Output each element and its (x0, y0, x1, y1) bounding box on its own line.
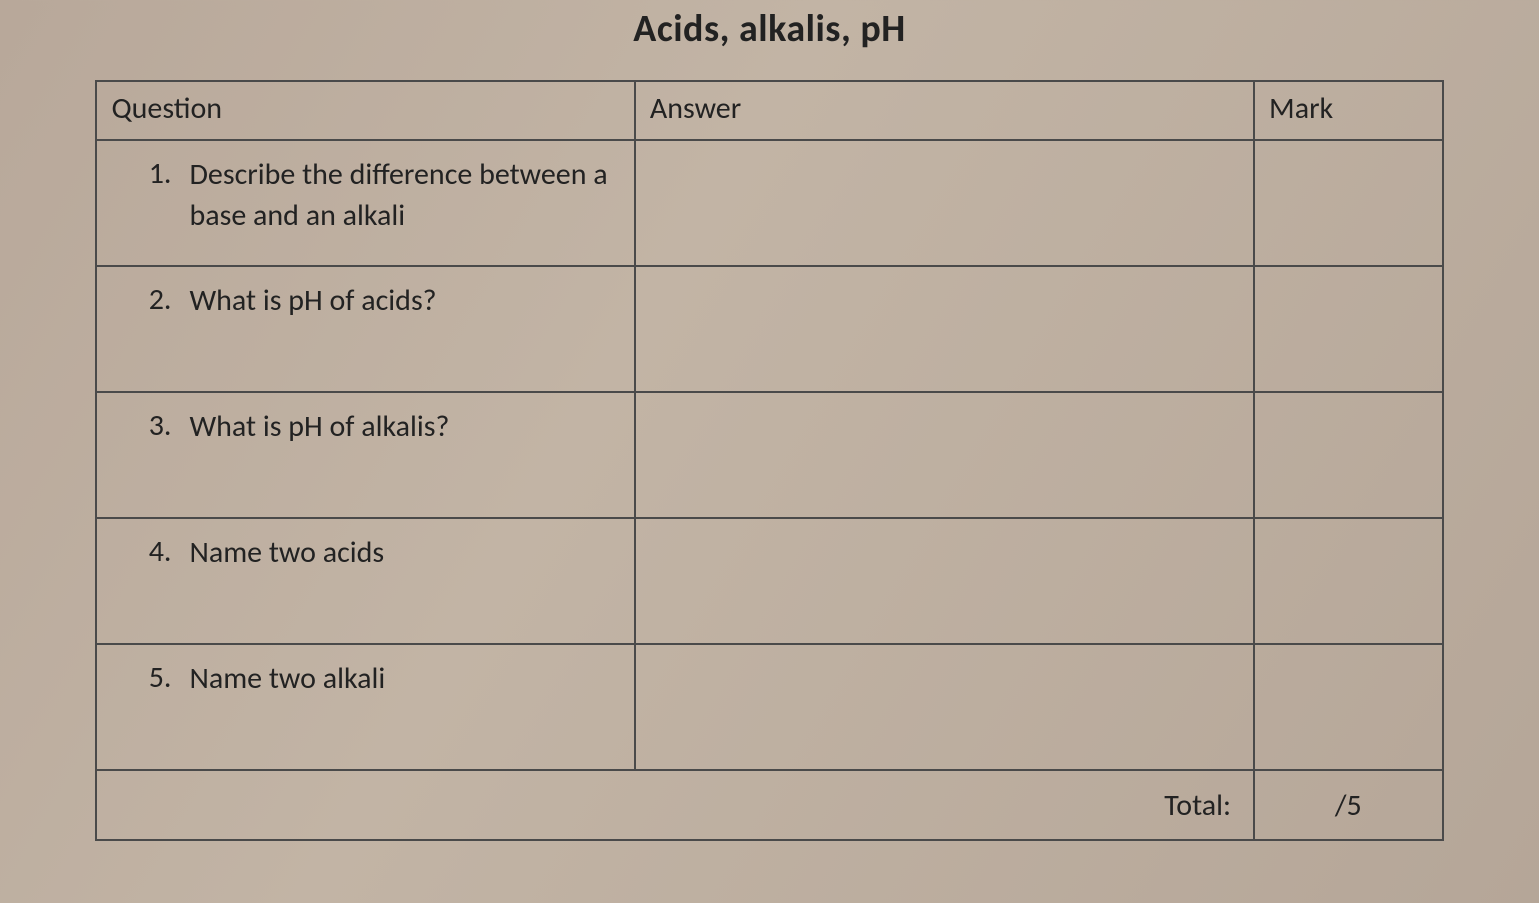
col-header-answer: Answer (635, 81, 1254, 140)
answer-cell (635, 140, 1254, 266)
question-text: Name two acids (189, 533, 384, 574)
answer-cell (635, 392, 1254, 518)
answer-cell (635, 266, 1254, 392)
table-row: 1. Describe the difference between a bas… (96, 140, 1442, 266)
question-cell: 1. Describe the difference between a bas… (96, 140, 634, 266)
answer-cell (635, 518, 1254, 644)
mark-cell (1254, 392, 1442, 518)
mark-cell (1254, 140, 1442, 266)
question-text: What is pH of alkalis? (189, 407, 449, 448)
question-cell: 4. Name two acids (96, 518, 634, 644)
worksheet-table: Question Answer Mark 1. Describe the dif… (95, 80, 1443, 841)
question-cell: 5. Name two alkali (96, 644, 634, 770)
question-number: 1. (137, 155, 171, 192)
answer-cell (635, 644, 1254, 770)
question-text: Name two alkali (189, 659, 385, 700)
total-label: Total: (635, 770, 1254, 840)
question-cell: 3. What is pH of alkalis? (96, 392, 634, 518)
table-total-row: Total: /5 (96, 770, 1442, 840)
table-header-row: Question Answer Mark (96, 81, 1442, 140)
total-spacer-left (96, 770, 634, 840)
table-row: 4. Name two acids (96, 518, 1442, 644)
page-title: Acids, alkalis, pH (60, 6, 1479, 52)
question-text: What is pH of acids? (189, 281, 436, 322)
question-cell: 2. What is pH of acids? (96, 266, 634, 392)
question-number: 4. (137, 533, 171, 570)
question-text: Describe the difference between a base a… (189, 155, 613, 236)
table-row: 2. What is pH of acids? (96, 266, 1442, 392)
mark-cell (1254, 644, 1442, 770)
table-row: 3. What is pH of alkalis? (96, 392, 1442, 518)
col-header-mark: Mark (1254, 81, 1442, 140)
total-value: /5 (1254, 770, 1442, 840)
mark-cell (1254, 518, 1442, 644)
question-number: 3. (137, 407, 171, 444)
mark-cell (1254, 266, 1442, 392)
question-number: 2. (137, 281, 171, 318)
worksheet-page: Acids, alkalis, pH Question Answer Mark … (0, 6, 1539, 903)
table-row: 5. Name two alkali (96, 644, 1442, 770)
col-header-question: Question (96, 81, 634, 140)
question-number: 5. (137, 659, 171, 696)
